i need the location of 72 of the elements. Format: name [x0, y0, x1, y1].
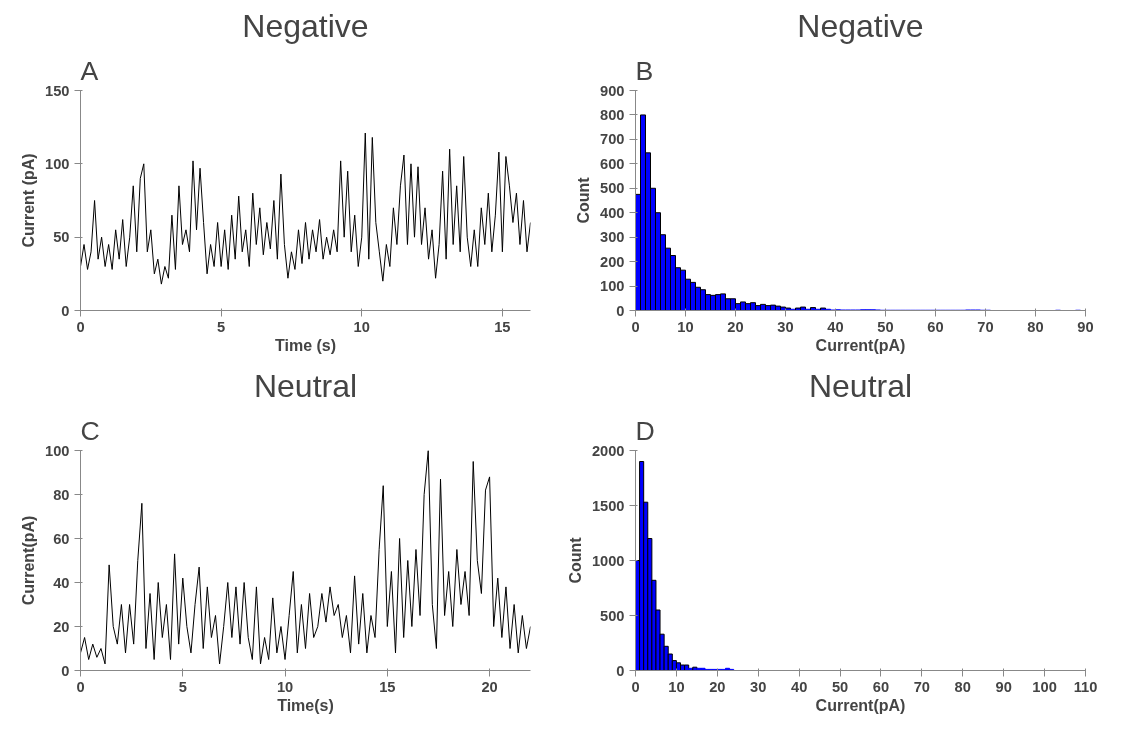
- x-tick-label: 50: [877, 318, 894, 335]
- y-tick-label: 800: [600, 106, 625, 123]
- x-tick-label: 20: [727, 318, 744, 335]
- y-tick-label: 0: [616, 302, 625, 319]
- x-tick-label: 10: [668, 678, 685, 695]
- text: D: [635, 415, 655, 446]
- x-tick-label: 40: [827, 318, 844, 335]
- chart-title: Neutral: [808, 367, 913, 404]
- x-tick-label: 15: [494, 318, 511, 335]
- x-tick-label: 5: [178, 678, 187, 695]
- text: C: [80, 415, 100, 446]
- x-tick-label: 20: [709, 678, 726, 695]
- y-axis-title: Count: [575, 176, 593, 224]
- y-tick-label: 400: [600, 204, 625, 221]
- chart-title: Negative: [797, 7, 924, 44]
- x-tick-label: 5: [217, 318, 226, 335]
- x-tick-label: 80: [1027, 318, 1044, 335]
- y-tick-label: 900: [600, 82, 625, 99]
- x-tick-label: 20: [481, 678, 498, 695]
- x-tick-label: 100: [1032, 678, 1057, 695]
- y-tick-label: 100: [600, 278, 625, 295]
- y-tick-label: 300: [600, 229, 625, 246]
- y-tick-label: 1000: [591, 552, 625, 569]
- x-tick-label: 90: [1077, 318, 1094, 335]
- x-tick-label: 90: [995, 678, 1012, 695]
- y-tick-label: 0: [61, 302, 70, 319]
- x-tick-label: 10: [276, 678, 294, 695]
- y-tick-label: 40: [53, 574, 70, 591]
- y-tick-label: 50: [53, 229, 70, 246]
- x-axis-title: Time(s): [277, 696, 334, 714]
- x-tick-label: 60: [927, 318, 944, 335]
- x-tick-label: 70: [913, 678, 931, 695]
- x-tick-label: 10: [677, 318, 694, 335]
- x-tick-label: 0: [631, 678, 640, 695]
- y-tick-label: 600: [600, 155, 625, 172]
- x-tick-label: 0: [631, 318, 640, 335]
- text: A: [80, 55, 99, 86]
- x-tick-label: 10: [353, 318, 370, 335]
- text: B: [635, 55, 654, 86]
- y-axis-title: Current (pA): [20, 153, 38, 248]
- y-tick-label: 80: [53, 486, 70, 503]
- y-tick-label: 100: [45, 155, 70, 172]
- x-tick-label: 40: [790, 678, 808, 695]
- y-tick-label: 2000: [591, 442, 625, 459]
- x-axis-title: Current(pA): [815, 336, 906, 354]
- y-tick-label: 60: [53, 530, 70, 547]
- y-tick-label: 200: [600, 253, 625, 270]
- x-tick-label: 110: [1073, 678, 1098, 695]
- y-tick-label: 0: [61, 662, 70, 679]
- x-tick-label: 30: [750, 678, 767, 695]
- x-tick-label: 30: [777, 318, 794, 335]
- x-axis-title: Current(pA): [815, 696, 906, 714]
- x-tick-label: 0: [76, 678, 85, 695]
- x-tick-label: 70: [977, 318, 994, 335]
- y-tick-label: 100: [45, 442, 70, 459]
- y-axis-title: Current(pA): [20, 515, 38, 606]
- y-tick-label: 500: [600, 607, 625, 624]
- y-tick-label: 150: [45, 82, 70, 99]
- y-tick-label: 0: [616, 662, 625, 679]
- x-tick-label: 50: [831, 678, 849, 695]
- y-tick-label: 20: [53, 618, 70, 635]
- chart-title: Negative: [242, 7, 369, 44]
- y-axis-title: Count: [566, 536, 584, 584]
- x-axis-title: Time (s): [274, 336, 337, 354]
- y-tick-label: 1500: [591, 497, 625, 514]
- x-tick-label: 15: [379, 678, 396, 695]
- x-tick-label: 0: [76, 318, 85, 335]
- y-tick-label: 500: [600, 180, 625, 197]
- x-tick-label: 60: [872, 678, 890, 695]
- y-tick-label: 700: [600, 131, 625, 148]
- chart-title: Neutral: [253, 367, 358, 404]
- x-tick-label: 80: [954, 678, 971, 695]
